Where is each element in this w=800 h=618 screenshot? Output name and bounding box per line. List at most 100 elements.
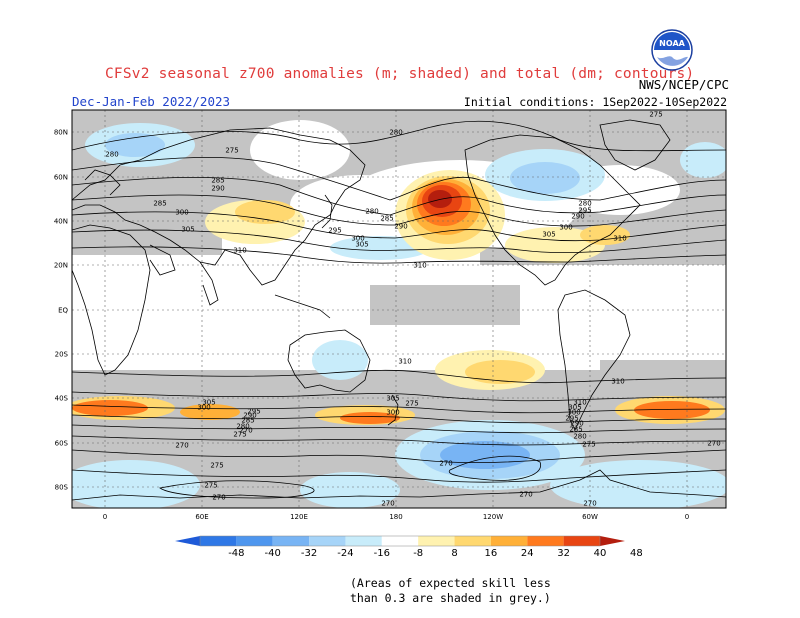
colorbar-cell bbox=[345, 536, 382, 546]
contour-label: 310 bbox=[613, 235, 626, 243]
contour-label: 275 bbox=[405, 400, 418, 408]
contour-label: 270 bbox=[439, 460, 452, 468]
contour-label: 310 bbox=[611, 378, 624, 386]
contour-label: 300 bbox=[175, 209, 188, 217]
colorbar-label: -40 bbox=[265, 548, 281, 559]
contour-label: 285 bbox=[380, 215, 393, 223]
contour-label: 300 bbox=[559, 224, 572, 232]
contour-label: 305 bbox=[202, 399, 215, 407]
contour-label: 280 bbox=[578, 200, 591, 208]
contour-label: 270 bbox=[519, 491, 532, 499]
colorbar-label: -8 bbox=[413, 548, 423, 559]
noaa-logo-icon: NOAA bbox=[651, 29, 693, 71]
lon-label: 0 bbox=[103, 513, 107, 521]
contour-label: 270 bbox=[239, 427, 252, 435]
contour-label: 310 bbox=[398, 358, 411, 366]
contour-label: 290 bbox=[571, 213, 584, 221]
contour-label: 275 bbox=[204, 482, 217, 490]
contour-label: 280 bbox=[365, 208, 378, 216]
contour-label: 305 bbox=[542, 231, 555, 239]
colorbar-cell bbox=[236, 536, 273, 546]
contour-label: 290 bbox=[570, 420, 583, 428]
colorbar-cell bbox=[563, 536, 600, 546]
height-contours bbox=[72, 120, 726, 499]
colorbar-cell bbox=[309, 536, 346, 546]
colorbar-cell bbox=[600, 536, 625, 546]
contour-label: 285 bbox=[241, 417, 254, 425]
contour-label: 275 bbox=[225, 147, 238, 155]
agency-label: NWS/NCEP/CPC bbox=[638, 77, 729, 92]
contour-label: 305 bbox=[568, 404, 581, 412]
contour-label: 275 bbox=[582, 441, 595, 449]
contour-label: 295 bbox=[328, 227, 341, 235]
contour-label: 280 bbox=[105, 151, 118, 159]
longitude-labels: 0 60E 120E 180 120W 60W 0 bbox=[103, 513, 689, 521]
colorbar-label: -48 bbox=[228, 548, 244, 559]
contour-label: 280 bbox=[573, 433, 586, 441]
colorbar-label: -16 bbox=[374, 548, 390, 559]
contour-label: 285 bbox=[211, 177, 224, 185]
lat-label: 20S bbox=[55, 351, 69, 359]
lon-label: 120W bbox=[483, 513, 503, 521]
lon-label: 60W bbox=[582, 513, 598, 521]
lat-label: 40N bbox=[54, 218, 68, 226]
lon-label: 180 bbox=[389, 513, 402, 521]
contour-label: 270 bbox=[583, 500, 596, 508]
map-title: CFSv2 seasonal z700 anomalies (m; shaded… bbox=[105, 66, 695, 82]
contour-label: 290 bbox=[243, 412, 256, 420]
contour-label: 270 bbox=[175, 442, 188, 450]
colorbar-cell bbox=[454, 536, 491, 546]
contour-label: 275 bbox=[210, 462, 223, 470]
colorbar-cell bbox=[527, 536, 564, 546]
lat-label: 80N bbox=[54, 129, 68, 137]
colorbar-cell bbox=[175, 536, 200, 546]
lat-label: EQ bbox=[58, 307, 68, 315]
contour-label: 295 bbox=[247, 408, 260, 416]
contour-label: 300 bbox=[386, 409, 399, 417]
contour-label: 285 bbox=[153, 200, 166, 208]
contour-label: 295 bbox=[565, 415, 578, 423]
footnote-line-2: than 0.3 are shaded in grey.) bbox=[350, 591, 551, 605]
contour-label: 270 bbox=[212, 494, 225, 502]
contour-label: 300 bbox=[197, 404, 210, 412]
footnote-line-1: (Areas of expected skill less bbox=[350, 576, 551, 590]
contour-label: 300 bbox=[567, 409, 580, 417]
contour-label: 290 bbox=[211, 185, 224, 193]
contour-label: 300 bbox=[351, 235, 364, 243]
colorbar-label: 40 bbox=[594, 548, 607, 559]
contour-label: 305 bbox=[386, 395, 399, 403]
contour-label: 280 bbox=[389, 129, 402, 137]
colorbar-cell bbox=[490, 536, 528, 546]
lat-label: 40S bbox=[55, 395, 69, 403]
lon-label: 0 bbox=[685, 513, 689, 521]
contour-label: 305 bbox=[181, 226, 194, 234]
lon-label: 120E bbox=[290, 513, 308, 521]
initial-conditions-label: Initial conditions: 1Sep2022-10Sep2022 bbox=[463, 95, 727, 109]
colorbar-label: -24 bbox=[337, 548, 353, 559]
contour-label: 285 bbox=[569, 426, 582, 434]
contour-label: 310 bbox=[573, 399, 586, 407]
lat-label: 80S bbox=[55, 484, 69, 492]
lon-label: 60E bbox=[195, 513, 208, 521]
colorbar-cell bbox=[381, 536, 419, 546]
contour-label: 275 bbox=[233, 431, 246, 439]
contour-label: 310 bbox=[413, 262, 426, 270]
colorbar-label: 48 bbox=[630, 548, 643, 559]
colorbar-cell bbox=[418, 536, 455, 546]
lat-label: 20N bbox=[54, 262, 68, 270]
lat-label: 60N bbox=[54, 174, 68, 182]
colorbar-label: 8 bbox=[451, 548, 457, 559]
contour-label: 295 bbox=[578, 207, 591, 215]
contour-label: 290 bbox=[394, 223, 407, 231]
colorbar-cell bbox=[272, 536, 310, 546]
contour-label: 280 bbox=[236, 423, 249, 431]
contour-label: 270 bbox=[381, 500, 394, 508]
latitude-labels: 80N 60N 40N 20N EQ 20S 40S 60S 80S bbox=[54, 129, 69, 492]
logo-text: NOAA bbox=[659, 39, 685, 48]
colorbar-label: -32 bbox=[301, 548, 317, 559]
colorbar-label: 32 bbox=[557, 548, 570, 559]
colorbar-cell bbox=[200, 536, 237, 546]
